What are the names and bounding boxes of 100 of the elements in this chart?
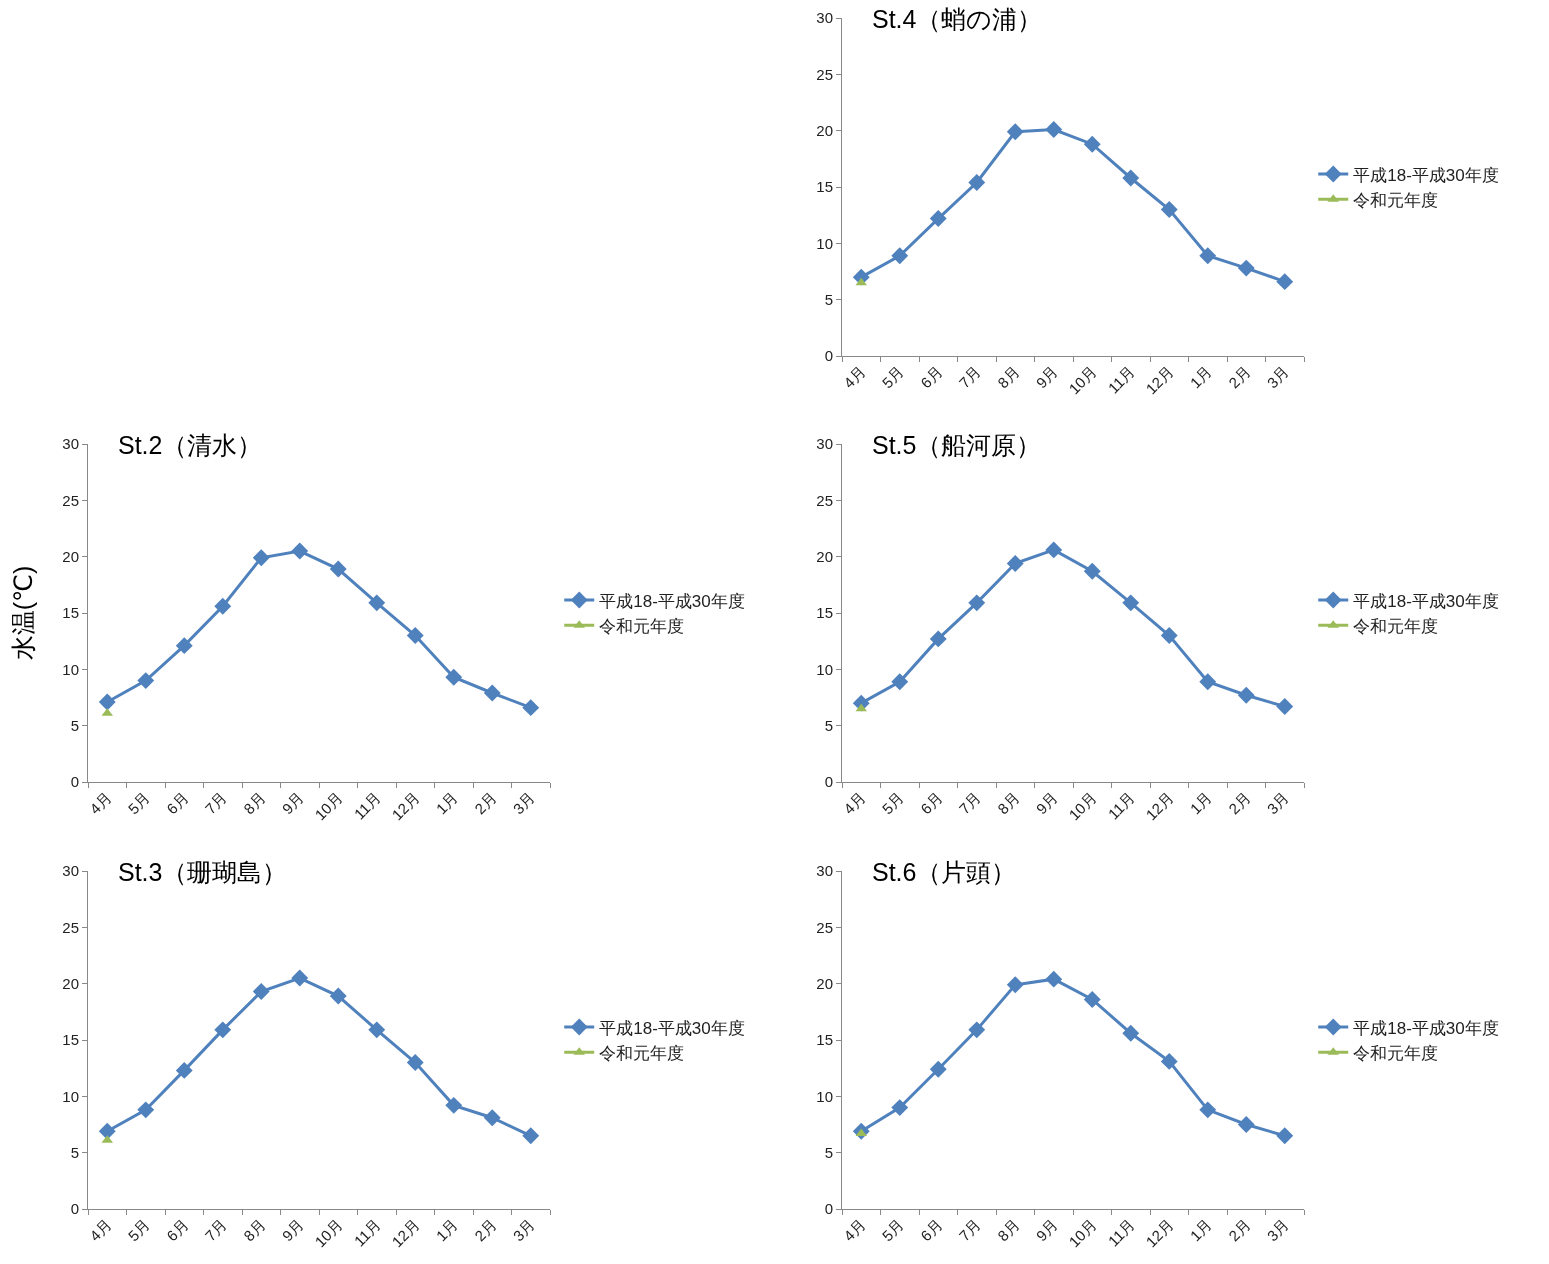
x-tick-label: 2月 bbox=[1225, 788, 1254, 818]
point bbox=[252, 983, 270, 1000]
point bbox=[1045, 541, 1063, 559]
legend-label: 令和元年度 bbox=[1353, 616, 1439, 636]
point bbox=[98, 693, 116, 711]
point bbox=[1237, 686, 1255, 704]
legend-label: 令和元年度 bbox=[1353, 1043, 1439, 1063]
x-tick-label: 6月 bbox=[163, 788, 192, 818]
point bbox=[891, 673, 909, 691]
x-tick-label: 2月 bbox=[1225, 1215, 1254, 1245]
x-tick-label: 5月 bbox=[878, 362, 908, 392]
point bbox=[1006, 554, 1024, 572]
y-tick-label: 0 bbox=[70, 773, 79, 791]
y-tick-label: 10 bbox=[62, 1087, 79, 1105]
x-tick-label: 12月 bbox=[388, 788, 423, 824]
x-tick-label: 8月 bbox=[240, 1215, 269, 1245]
chart-title: St.4（蛸の浦） bbox=[872, 5, 1043, 34]
x-tick-label: 9月 bbox=[1032, 1215, 1062, 1245]
y-tick-label: 0 bbox=[824, 347, 833, 365]
y-tick-label: 5 bbox=[70, 1143, 79, 1161]
x-tick-label: 8月 bbox=[994, 1215, 1023, 1245]
y-tick-label: 5 bbox=[70, 716, 79, 734]
y-tick-label: 15 bbox=[816, 178, 833, 196]
x-tick-label: 8月 bbox=[994, 788, 1023, 818]
x-tick-label: 11月 bbox=[350, 1215, 385, 1250]
point bbox=[1160, 627, 1178, 644]
point bbox=[406, 627, 424, 644]
y-tick-label: 10 bbox=[816, 1087, 833, 1105]
x-tick-label: 11月 bbox=[1104, 1215, 1139, 1250]
x-tick-label: 2月 bbox=[471, 788, 500, 818]
point bbox=[1122, 169, 1140, 187]
point bbox=[1045, 970, 1063, 988]
y-tick-label: 25 bbox=[816, 491, 833, 509]
x-tick-label: 6月 bbox=[917, 362, 946, 392]
y-tick-label: 25 bbox=[816, 65, 833, 83]
point bbox=[1237, 259, 1255, 277]
chart-title: St.2（清水） bbox=[118, 431, 263, 460]
point bbox=[1276, 273, 1294, 291]
point bbox=[329, 987, 347, 1005]
point bbox=[522, 699, 540, 717]
x-tick-label: 11月 bbox=[350, 788, 385, 823]
legend-label: 令和元年度 bbox=[599, 616, 685, 636]
x-tick-label: 3月 bbox=[1263, 362, 1293, 392]
point bbox=[968, 594, 986, 612]
x-tick-label: 2月 bbox=[471, 1215, 500, 1245]
point bbox=[1237, 1116, 1255, 1133]
point bbox=[1160, 201, 1178, 218]
point bbox=[522, 1127, 540, 1145]
x-tick-label: 10月 bbox=[311, 1215, 346, 1251]
point bbox=[1160, 1052, 1178, 1070]
x-tick-label: 11月 bbox=[1104, 362, 1139, 397]
legend-label: 平成18-平成30年度 bbox=[1353, 1018, 1499, 1038]
x-tick-label: 6月 bbox=[163, 1215, 192, 1245]
point bbox=[1045, 121, 1063, 138]
x-tick-label: 5月 bbox=[124, 788, 154, 818]
x-tick-label: 12月 bbox=[1142, 1215, 1177, 1251]
point bbox=[1199, 1101, 1217, 1119]
x-tick-label: 7月 bbox=[955, 1215, 985, 1245]
point bbox=[1006, 976, 1024, 994]
legend-label: 平成18-平成30年度 bbox=[1353, 591, 1499, 611]
point bbox=[1083, 135, 1101, 153]
point bbox=[1199, 673, 1217, 691]
y-tick-label: 20 bbox=[62, 974, 79, 992]
y-tick-label: 5 bbox=[824, 290, 833, 308]
y-axis-title: 水温(℃) bbox=[9, 565, 38, 661]
point bbox=[291, 542, 309, 560]
legend-label: 平成18-平成30年度 bbox=[599, 591, 745, 611]
point bbox=[483, 1109, 501, 1127]
x-tick-label: 9月 bbox=[1032, 788, 1062, 818]
point bbox=[483, 684, 501, 702]
x-tick-label: 1月 bbox=[1186, 362, 1216, 392]
point bbox=[929, 210, 947, 227]
x-tick-label: 8月 bbox=[994, 362, 1023, 392]
point bbox=[929, 630, 947, 648]
legend-label: 平成18-平成30年度 bbox=[1353, 165, 1499, 185]
point bbox=[1122, 1024, 1140, 1042]
y-tick-label: 30 bbox=[816, 9, 833, 27]
point bbox=[175, 1061, 193, 1079]
x-tick-label: 12月 bbox=[1142, 362, 1177, 398]
x-tick-label: 11月 bbox=[1104, 788, 1139, 823]
y-tick-label: 20 bbox=[62, 547, 79, 565]
point bbox=[291, 969, 309, 987]
y-tick-label: 10 bbox=[62, 660, 79, 678]
y-tick-label: 0 bbox=[70, 1200, 79, 1218]
point bbox=[98, 1122, 116, 1140]
x-tick-label: 3月 bbox=[1263, 788, 1293, 818]
x-tick-label: 1月 bbox=[1186, 1215, 1216, 1245]
point bbox=[1083, 562, 1101, 580]
x-tick-label: 10月 bbox=[311, 788, 346, 824]
y-tick-label: 15 bbox=[62, 604, 79, 622]
point bbox=[368, 1021, 386, 1039]
x-tick-label: 3月 bbox=[1263, 1215, 1293, 1245]
point bbox=[368, 594, 386, 612]
x-tick-label: 4月 bbox=[86, 1215, 115, 1245]
y-tick-label: 15 bbox=[816, 1031, 833, 1049]
y-tick-label: 0 bbox=[824, 773, 833, 791]
x-tick-label: 3月 bbox=[509, 788, 539, 818]
x-tick-label: 5月 bbox=[124, 1215, 154, 1245]
point bbox=[1083, 990, 1101, 1008]
y-tick-label: 25 bbox=[62, 918, 79, 936]
